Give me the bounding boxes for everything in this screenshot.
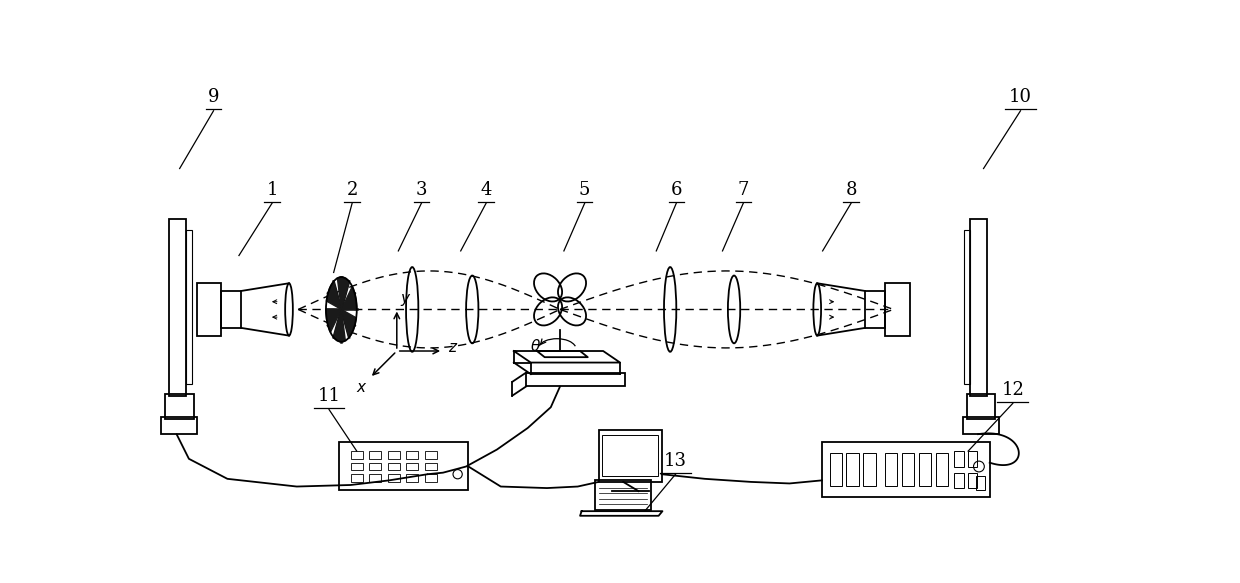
Text: 4: 4 — [480, 181, 492, 199]
Bar — [370, 451, 382, 459]
Text: x: x — [356, 380, 365, 395]
Text: z: z — [448, 340, 456, 356]
Text: 3: 3 — [415, 181, 428, 199]
Bar — [901, 454, 914, 486]
Bar — [599, 430, 662, 482]
Bar — [165, 394, 193, 419]
Bar — [388, 451, 399, 459]
Bar — [169, 219, 186, 396]
Bar — [351, 474, 363, 482]
Polygon shape — [341, 287, 357, 310]
Bar — [370, 474, 382, 482]
Bar — [424, 474, 436, 482]
Bar — [405, 451, 418, 459]
Bar — [976, 476, 985, 490]
Bar — [866, 291, 885, 328]
Bar — [965, 230, 971, 384]
Bar — [968, 451, 977, 466]
Bar — [962, 417, 999, 434]
Text: y: y — [401, 291, 409, 306]
Bar — [885, 454, 898, 486]
Bar — [405, 474, 418, 482]
Text: 12: 12 — [1002, 381, 1024, 399]
Bar — [351, 451, 363, 459]
Bar — [370, 463, 382, 470]
Bar — [847, 454, 859, 486]
Bar — [388, 474, 399, 482]
Bar — [424, 463, 436, 470]
Bar — [863, 454, 875, 486]
Bar — [339, 442, 469, 490]
Text: 5: 5 — [579, 181, 590, 199]
Bar — [186, 230, 192, 384]
Bar — [526, 373, 625, 387]
Text: 7: 7 — [738, 181, 749, 199]
Bar — [351, 463, 363, 470]
Bar — [424, 451, 436, 459]
Text: 11: 11 — [317, 387, 341, 405]
Bar — [885, 283, 910, 336]
Bar — [405, 463, 418, 470]
Bar — [936, 454, 949, 486]
Bar — [955, 473, 963, 488]
Bar — [603, 435, 658, 476]
Polygon shape — [341, 310, 356, 338]
Text: 10: 10 — [1009, 88, 1032, 106]
Bar — [822, 442, 990, 497]
Text: 13: 13 — [665, 452, 687, 469]
Bar — [971, 219, 987, 396]
Bar — [388, 463, 399, 470]
Bar — [161, 417, 197, 434]
Bar — [968, 473, 977, 488]
Bar — [595, 480, 651, 510]
Polygon shape — [334, 310, 346, 342]
Polygon shape — [337, 277, 350, 310]
Polygon shape — [326, 282, 341, 310]
Bar — [955, 451, 963, 466]
Bar — [221, 291, 242, 328]
Text: 6: 6 — [671, 181, 682, 199]
Text: 1: 1 — [267, 181, 278, 199]
Bar — [919, 454, 931, 486]
Bar — [197, 283, 221, 336]
Polygon shape — [326, 310, 341, 332]
Text: 2: 2 — [346, 181, 358, 199]
Bar — [967, 394, 994, 419]
Text: $\theta$: $\theta$ — [529, 338, 541, 354]
Text: 8: 8 — [846, 181, 857, 199]
Bar — [830, 454, 842, 486]
Text: 9: 9 — [208, 88, 219, 106]
